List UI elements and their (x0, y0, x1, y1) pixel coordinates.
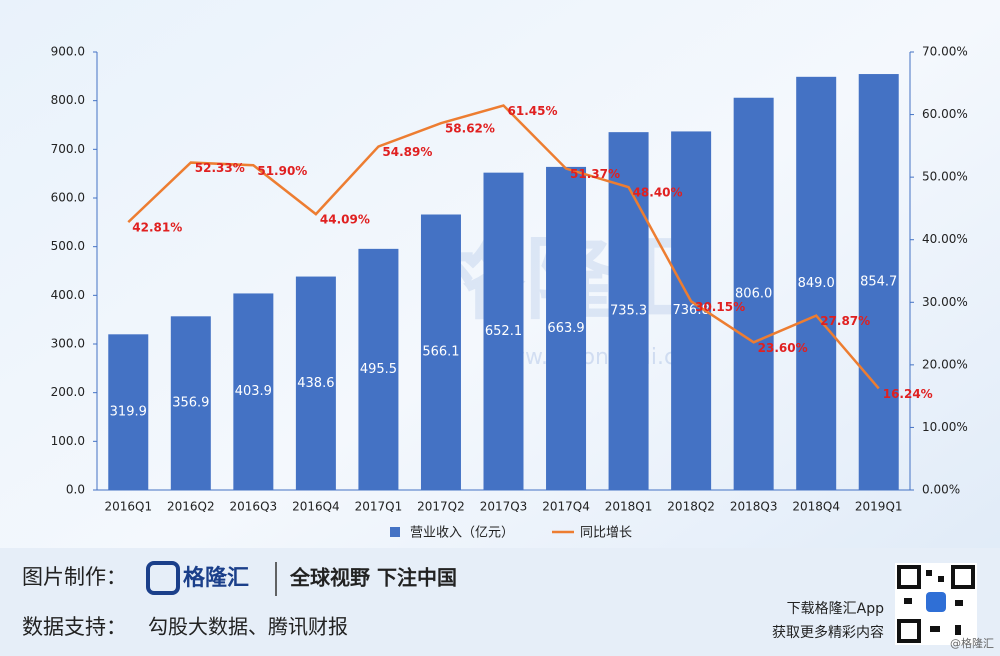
footer-slogan: 全球视野 下注中国 (289, 566, 457, 590)
bar (233, 293, 274, 490)
x-tick-label: 2019Q1 (855, 500, 903, 514)
bar-label: 566.1 (422, 345, 459, 360)
legend-swatch (390, 527, 400, 537)
footer-label: 数据支持： (22, 615, 127, 639)
line-label: 44.09% (320, 213, 370, 227)
line-label: 42.81% (132, 221, 182, 235)
footer-source: 勾股大数据、腾讯财报 (148, 615, 348, 639)
bar (546, 166, 587, 491)
y-tick-label: 800.0 (51, 93, 85, 107)
line-label: 58.62% (445, 122, 495, 136)
bar (420, 214, 461, 491)
line-label: 61.45% (508, 104, 558, 118)
qr-code (895, 563, 977, 645)
bar-label: 438.6 (297, 376, 334, 391)
line-label: 27.87% (820, 314, 870, 328)
x-tick-label: 2017Q2 (417, 500, 465, 514)
line-label: 48.40% (633, 186, 683, 200)
y2-tick-label: 10.00% (922, 420, 968, 434)
bar (483, 172, 524, 491)
y2-tick-label: 70.00% (922, 45, 968, 59)
line-label: 23.60% (758, 341, 808, 355)
y-tick-label: 400.0 (51, 288, 85, 302)
bar (295, 276, 336, 490)
y2-tick-label: 60.00% (922, 107, 968, 121)
bar (108, 334, 149, 490)
bar-label: 319.9 (110, 405, 147, 420)
bar-label: 403.9 (235, 384, 272, 399)
x-tick-label: 2018Q2 (667, 500, 715, 514)
bar-label: 495.5 (360, 362, 397, 377)
y-tick-label: 200.0 (51, 385, 85, 399)
bar (170, 316, 211, 490)
x-tick-label: 2016Q1 (104, 500, 152, 514)
x-tick-label: 2016Q4 (292, 500, 340, 514)
line-label: 52.33% (195, 161, 245, 175)
y2-tick-label: 0.00% (922, 483, 960, 497)
y-tick-label: 500.0 (51, 239, 85, 253)
line-label: 16.24% (883, 387, 933, 401)
x-tick-label: 2017Q1 (355, 500, 403, 514)
bar-label: 356.9 (172, 396, 209, 411)
line (127, 104, 880, 390)
x-tick-label: 2017Q4 (542, 500, 590, 514)
footer-app: 下载格隆汇App (787, 601, 884, 617)
bar-label: 652.1 (485, 324, 522, 339)
bar-label: 806.0 (735, 286, 772, 301)
footer-app: 获取更多精彩内容 (772, 624, 884, 641)
line-label: 30.15% (695, 300, 745, 314)
line-label: 51.37% (570, 167, 620, 181)
x-tick-label: 2018Q3 (730, 500, 778, 514)
x-tick-label: 2016Q2 (167, 500, 215, 514)
y2-tick-label: 40.00% (922, 232, 968, 246)
legend-label: 营业收入（亿元） (410, 526, 514, 541)
bar (608, 132, 649, 491)
footer-label: 图片制作： (22, 565, 127, 589)
bar (796, 76, 837, 490)
x-tick-label: 2018Q4 (792, 500, 840, 514)
y2-tick-label: 20.00% (922, 357, 968, 371)
y-tick-label: 900.0 (51, 45, 85, 59)
bar-label: 663.9 (547, 321, 584, 336)
legend-label: 同比增长 (580, 526, 632, 541)
line-label: 54.89% (382, 145, 432, 159)
y-tick-label: 100.0 (51, 434, 85, 448)
x-tick-label: 2017Q3 (480, 500, 528, 514)
bar (858, 74, 899, 491)
y-tick-label: 0.0 (66, 483, 85, 497)
y-tick-label: 600.0 (51, 191, 85, 205)
bar (733, 97, 774, 490)
y2-tick-label: 50.00% (922, 170, 968, 184)
credit: @格隆汇 (950, 636, 994, 650)
y-tick-label: 300.0 (51, 337, 85, 351)
bar-label: 854.7 (860, 275, 897, 290)
bar (358, 248, 399, 490)
footer-logo: 格隆汇 (183, 565, 249, 591)
y2-tick-label: 30.00% (922, 295, 968, 309)
footer-band (0, 548, 1000, 656)
logo-icon (146, 561, 180, 595)
x-tick-label: 2018Q1 (605, 500, 653, 514)
line-label: 51.90% (257, 164, 307, 178)
bar-label: 735.3 (610, 304, 647, 319)
x-tick-label: 2016Q3 (230, 500, 278, 514)
bar-label: 849.0 (798, 276, 835, 291)
y-tick-label: 700.0 (51, 142, 85, 156)
